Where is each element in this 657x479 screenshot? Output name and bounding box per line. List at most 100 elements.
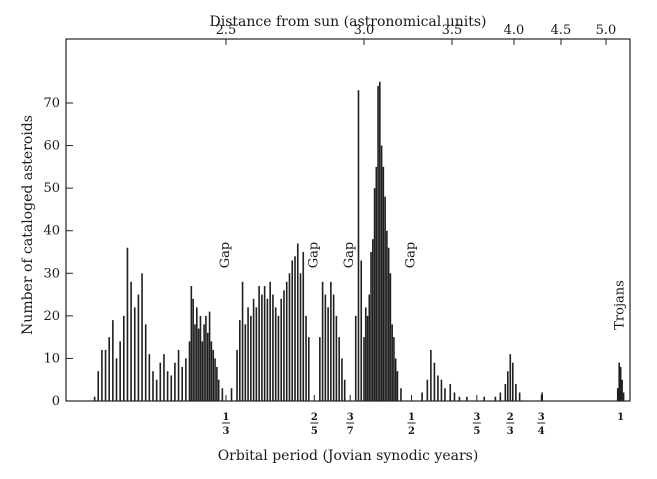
histogram-bar xyxy=(163,354,165,401)
histogram-bar xyxy=(302,252,305,401)
histogram-bar xyxy=(137,294,140,401)
histogram-bar xyxy=(217,379,220,401)
histogram-bar xyxy=(466,396,468,401)
histogram-bar xyxy=(366,315,369,401)
histogram-bar xyxy=(177,349,180,401)
fraction-denominator: 7 xyxy=(347,426,354,437)
histogram-bar xyxy=(263,286,266,401)
histogram-bar xyxy=(194,324,196,401)
histogram-bar xyxy=(261,294,263,401)
fraction-numerator: 1 xyxy=(223,412,230,423)
histogram-bar xyxy=(126,247,129,401)
histogram-bar xyxy=(174,362,176,401)
histogram-bar xyxy=(321,281,324,401)
histogram-bar xyxy=(458,396,461,401)
histogram-bar xyxy=(274,307,277,401)
histogram-bar xyxy=(203,324,205,401)
histogram-bar xyxy=(133,307,136,401)
histogram-bar xyxy=(272,294,274,401)
histogram-bar xyxy=(280,298,282,401)
histogram-bar xyxy=(364,307,367,401)
top-tick-label: 5.0 xyxy=(596,23,617,38)
histogram-bar xyxy=(437,375,439,401)
histogram-bar xyxy=(108,337,110,401)
histogram-bar xyxy=(196,307,198,401)
histogram-bar xyxy=(199,315,202,401)
trojans-label: Trojans xyxy=(613,280,628,330)
histogram-bar xyxy=(214,358,216,401)
histogram-bar xyxy=(288,273,291,401)
histogram-bar xyxy=(338,337,340,401)
histogram-bar xyxy=(244,324,247,401)
histogram-bar xyxy=(291,260,294,401)
annotations: Gap Gap Gap Gap Trojans xyxy=(218,242,628,330)
histogram-bar xyxy=(247,307,249,401)
bars xyxy=(93,81,625,401)
histogram-bar xyxy=(453,392,456,401)
histogram-bar xyxy=(341,358,343,401)
histogram-bar xyxy=(115,358,118,401)
histogram-bar xyxy=(541,392,543,401)
histogram-bar xyxy=(377,85,379,401)
histogram-bar xyxy=(283,290,285,401)
gap-label: Gap xyxy=(404,242,419,268)
histogram-bar xyxy=(305,315,307,401)
histogram-bar xyxy=(308,337,310,401)
histogram-bar xyxy=(387,247,390,401)
y-tick-label: 10 xyxy=(43,351,60,366)
histogram-bar xyxy=(449,383,452,401)
histogram-bar xyxy=(239,320,241,401)
histogram-bar xyxy=(518,392,521,401)
histogram-bar xyxy=(499,392,502,401)
histogram-bar xyxy=(440,379,443,401)
fraction-numerator: 2 xyxy=(507,412,514,423)
fraction-numerator: 3 xyxy=(347,412,354,423)
gap-label: Gap xyxy=(306,242,321,268)
histogram-bar xyxy=(299,273,302,401)
histogram-bar xyxy=(515,383,517,401)
histogram-bar xyxy=(181,366,183,401)
histogram-bar xyxy=(159,362,162,401)
histogram-bar xyxy=(494,396,497,401)
histogram-bar xyxy=(394,358,397,401)
histogram-bar xyxy=(335,315,338,401)
histogram-bar xyxy=(255,307,258,401)
histogram-bar xyxy=(426,379,429,401)
histogram-bar xyxy=(230,388,233,401)
histogram-bar xyxy=(104,349,107,401)
fraction-denominator: 5 xyxy=(311,426,318,437)
y-tick-label: 60 xyxy=(43,139,60,154)
histogram-bar xyxy=(188,341,191,401)
top-tick-label: 4.0 xyxy=(504,23,525,38)
histogram-bar xyxy=(616,388,619,401)
y-axis: 0 10 20 30 40 50 60 70 xyxy=(43,96,73,409)
histogram-bar xyxy=(360,260,363,401)
histogram-bar xyxy=(197,328,200,401)
histogram-bar xyxy=(372,239,374,401)
histogram-bar xyxy=(327,307,329,401)
y-tick-label: 70 xyxy=(43,96,60,111)
histogram-bar xyxy=(330,281,332,401)
histogram-bar xyxy=(205,315,207,401)
histogram-bar xyxy=(622,392,625,401)
histogram-bar xyxy=(373,188,376,401)
histogram-bar xyxy=(511,362,514,401)
top-axis: 2.5 3.0 3.5 4.0 4.5 5.0 xyxy=(216,23,617,45)
fraction-numerator: 1 xyxy=(408,412,415,423)
histogram-bar xyxy=(148,354,151,401)
histogram-bar xyxy=(619,366,622,401)
histogram-bar xyxy=(185,358,187,401)
gap-label: Gap xyxy=(342,242,357,268)
histogram-bar xyxy=(294,256,296,401)
histogram-bar xyxy=(266,298,269,401)
histogram-bar xyxy=(433,362,436,401)
fraction-denominator: 3 xyxy=(507,426,514,437)
histogram-bar xyxy=(192,298,194,401)
gap-label: Gap xyxy=(218,242,233,268)
y-tick-label: 30 xyxy=(43,266,60,281)
histogram-bar xyxy=(384,196,386,401)
histogram-bar xyxy=(130,281,132,401)
histogram-bar xyxy=(379,81,381,401)
histogram-bar xyxy=(396,371,399,401)
